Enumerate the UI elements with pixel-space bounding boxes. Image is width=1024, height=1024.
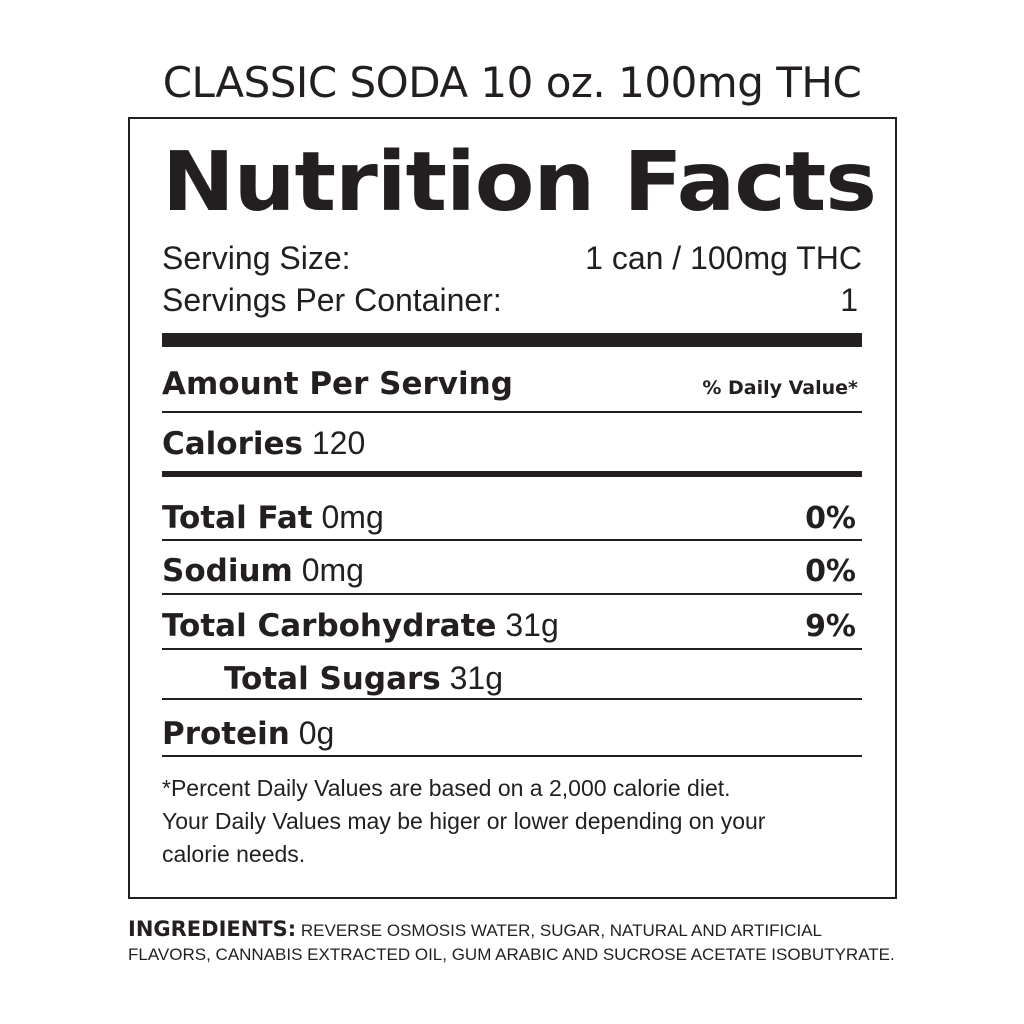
nutrient-name: Sodium: [162, 553, 293, 589]
nutrient-name: Protein: [162, 716, 290, 752]
servings-per-container-label: Servings Per Container:: [162, 282, 502, 318]
nutrient-name: Total Carbohydrate: [162, 608, 497, 644]
nutrient-amount: 0mg: [301, 552, 364, 588]
servings-per-container-row: Servings Per Container: 1: [162, 281, 862, 319]
footnote-line: *Percent Daily Values are based on a 2,0…: [162, 775, 731, 801]
nutrient-daily-value: 0%: [805, 554, 856, 589]
nutrient-row-protein: Protein 0g: [162, 714, 862, 753]
nutrient-name: Total Fat: [162, 500, 313, 536]
nutrition-facts-heading: Nutrition Facts: [162, 135, 877, 230]
serving-size-value: 1 can / 100mg THC: [585, 240, 862, 276]
ingredients: INGREDIENTS: REVERSE OSMOSIS WATER, SUGA…: [128, 917, 908, 967]
divider: [162, 648, 862, 650]
footnote-line: calorie needs.: [162, 841, 306, 867]
product-title: CLASSIC SODA 10 oz. 100mg THC: [162, 58, 862, 107]
medium-divider: [162, 471, 862, 477]
calories-row: Calories 120: [162, 424, 862, 463]
nutrient-name: Total Sugars: [224, 661, 441, 697]
calories-label: Calories: [162, 426, 303, 462]
serving-size-label: Serving Size:: [162, 240, 351, 276]
footnote: *Percent Daily Values are based on a 2,0…: [162, 772, 862, 871]
divider: [162, 593, 862, 595]
divider: [162, 539, 862, 541]
servings-per-container-value: 1: [840, 282, 858, 318]
nutrition-label-box: [128, 117, 897, 899]
amount-per-serving-row: Amount Per Serving % Daily Value*: [162, 366, 862, 402]
footnote-line: Your Daily Values may be higer or lower …: [162, 808, 766, 834]
nutrient-amount: 0g: [298, 715, 335, 751]
ingredients-heading: INGREDIENTS:: [128, 917, 297, 941]
thick-divider: [162, 333, 862, 347]
nutrient-amount: 31g: [449, 660, 504, 696]
nutrient-amount: 31g: [505, 607, 559, 643]
divider: [162, 698, 862, 700]
ingredients-line: FLAVORS, CANNABIS EXTRACTED OIL, GUM ARA…: [128, 945, 895, 964]
nutrient-daily-value: 9%: [805, 609, 856, 644]
nutrient-row-total-carbohydrate: Total Carbohydrate 31g 9%: [162, 606, 862, 646]
nutrient-row-sodium: Sodium 0mg 0%: [162, 551, 862, 591]
nutrient-daily-value: 0%: [805, 501, 856, 536]
calories-value: 120: [311, 425, 366, 461]
nutrient-row-total-sugars: Total Sugars 31g: [162, 659, 862, 698]
nutrient-amount: 0mg: [321, 499, 384, 535]
daily-value-header: % Daily Value*: [702, 377, 858, 399]
amount-per-serving: Amount Per Serving: [162, 366, 513, 402]
serving-size-row: Serving Size: 1 can / 100mg THC: [162, 239, 862, 277]
nutrient-row-total-fat: Total Fat 0mg 0%: [162, 498, 862, 538]
divider: [162, 755, 862, 757]
ingredients-line: REVERSE OSMOSIS WATER, SUGAR, NATURAL AN…: [300, 921, 823, 940]
divider: [162, 411, 862, 413]
